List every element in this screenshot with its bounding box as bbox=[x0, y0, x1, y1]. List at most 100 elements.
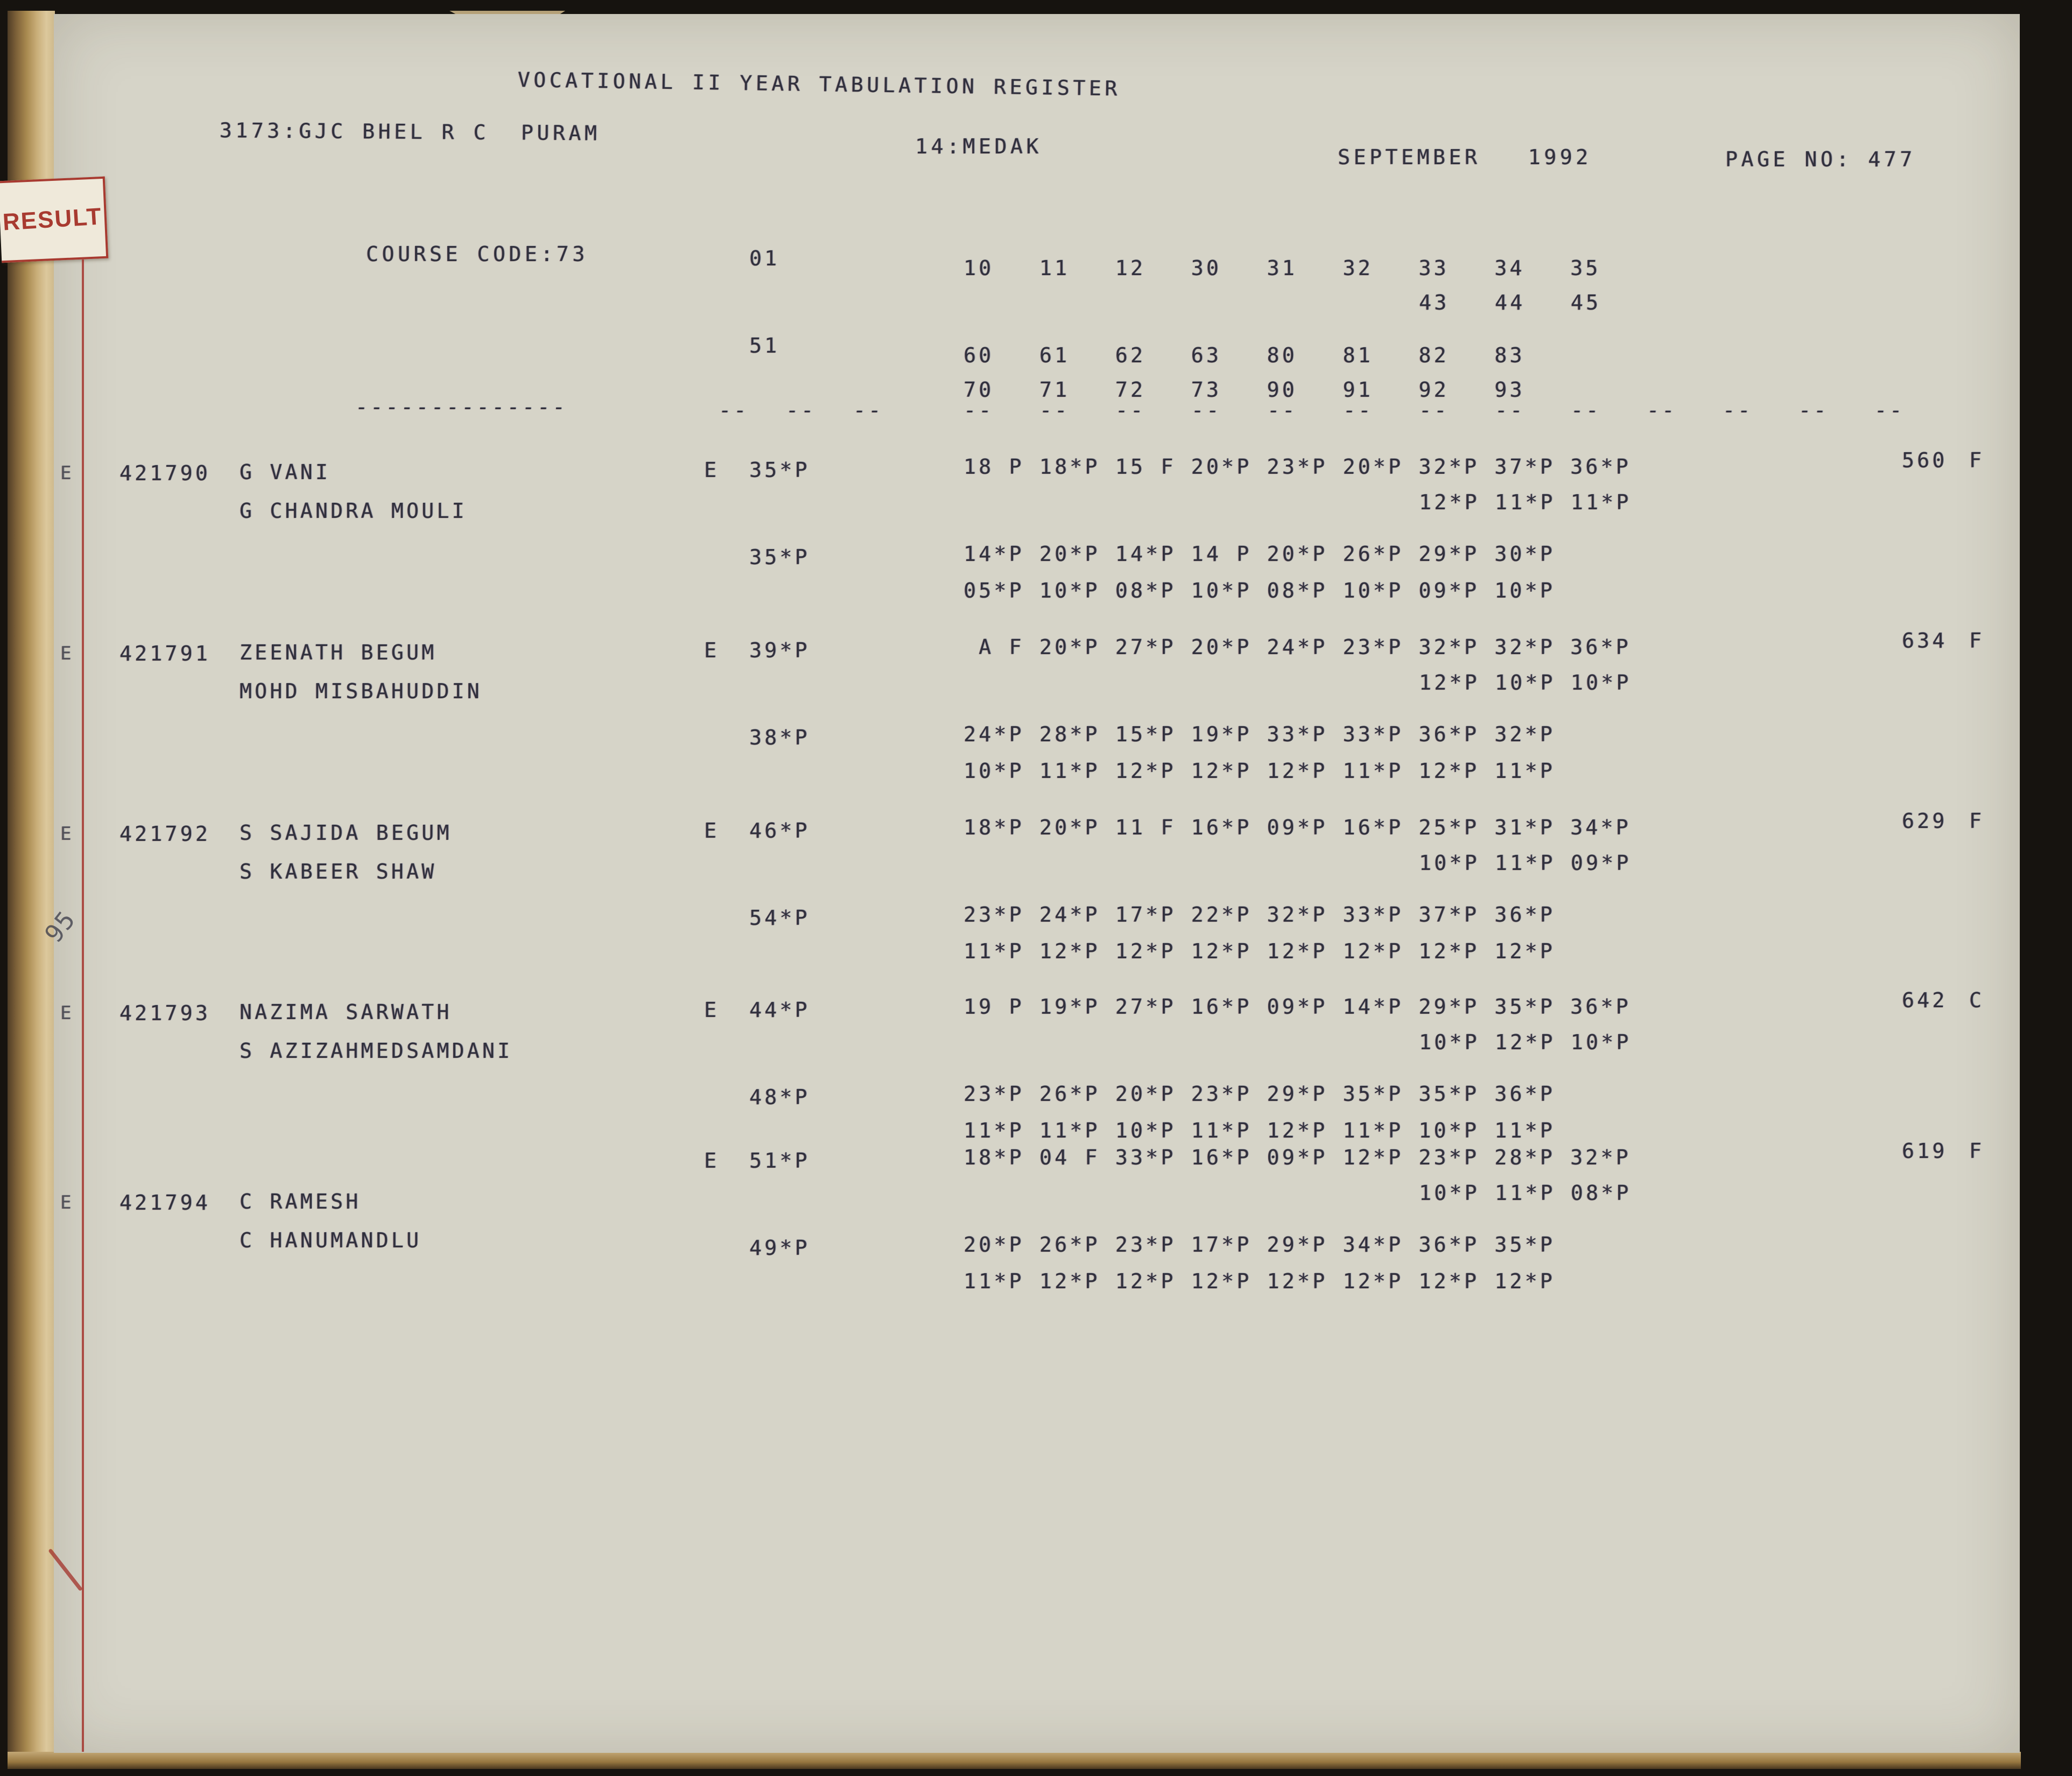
student-father-name: S AZIZAHMEDSAMDANI bbox=[240, 1039, 513, 1063]
exam-session: SEPTEMBER 1992 bbox=[1338, 145, 1592, 169]
student-grade-col: E bbox=[704, 638, 720, 662]
student-reg-no: 421793 bbox=[120, 1001, 211, 1025]
col-dash: -- bbox=[786, 398, 817, 422]
student-reg-flag: E bbox=[60, 1192, 74, 1213]
student-reg-no: 421791 bbox=[120, 642, 211, 665]
book-page-stack-bottom bbox=[8, 1752, 2021, 1769]
theory-marks-line1: 19 P 19*P 27*P 16*P 09*P 14*P 29*P 35*P … bbox=[964, 995, 1631, 1019]
result-tab: RESULT bbox=[0, 176, 109, 263]
marks-col-header-row1: 01 bbox=[749, 247, 780, 270]
practical-internal-marks: 54*P bbox=[749, 906, 810, 930]
student-name: C RAMESH bbox=[240, 1190, 361, 1213]
course-code-label: COURSE CODE:73 bbox=[366, 242, 588, 266]
practical-marks-line2: 11*P 12*P 12*P 12*P 12*P 12*P 12*P 12*P bbox=[964, 1269, 1555, 1293]
student-name: ZEENATH BEGUM bbox=[240, 641, 437, 664]
practical-internal-marks: 35*P bbox=[749, 545, 810, 569]
red-pen-scratch bbox=[48, 1548, 83, 1591]
student-reg-no: 421790 bbox=[120, 461, 211, 485]
col-dash: -- bbox=[1571, 398, 1602, 422]
student-result: F bbox=[1969, 809, 1985, 833]
col-dash: -- bbox=[1495, 398, 1526, 422]
student-reg-flag: E bbox=[60, 1002, 74, 1024]
student-reg-flag: E bbox=[60, 462, 74, 484]
register-page bbox=[54, 14, 2020, 1753]
practical-marks-line1: 20*P 26*P 23*P 17*P 29*P 34*P 36*P 35*P bbox=[964, 1233, 1555, 1256]
col-dash: -- bbox=[719, 398, 749, 422]
student-result: F bbox=[1969, 448, 1985, 472]
col-dash: -- bbox=[1647, 398, 1677, 422]
course-underline: -------------- bbox=[355, 395, 568, 419]
marks-col-header-row2: 51 bbox=[749, 334, 780, 357]
student-result: F bbox=[1969, 1139, 1985, 1163]
student-father-name: MOHD MISBAHUDDIN bbox=[240, 679, 482, 703]
student-reg-no: 421792 bbox=[120, 822, 211, 846]
theory-marks-line2: 10*P 11*P 08*P bbox=[1419, 1181, 1632, 1205]
page-title: VOCATIONAL II YEAR TABULATION REGISTER bbox=[517, 68, 1121, 101]
student-grade-col: E bbox=[704, 1149, 720, 1173]
col-dash: -- bbox=[1115, 398, 1146, 422]
theory-marks-line2: 10*P 11*P 09*P bbox=[1419, 851, 1632, 875]
col-dash: -- bbox=[1343, 398, 1374, 422]
student-total: 619 bbox=[1902, 1139, 1948, 1163]
practical-marks-line2: 05*P 10*P 08*P 10*P 08*P 10*P 09*P 10*P bbox=[964, 579, 1555, 602]
theory-marks-line1: A F 20*P 27*P 20*P 24*P 23*P 32*P 32*P 3… bbox=[964, 635, 1631, 659]
student-grade-col: E bbox=[704, 819, 720, 843]
student-total: 642 bbox=[1902, 988, 1948, 1012]
practical-marks-line2: 11*P 11*P 10*P 11*P 12*P 11*P 10*P 11*P bbox=[964, 1119, 1555, 1142]
subject-codes-row1b: 43 44 45 bbox=[1419, 291, 1602, 314]
theory-internal-marks: 51*P bbox=[749, 1149, 810, 1173]
student-result: C bbox=[1969, 988, 1985, 1012]
page-number: PAGE NO: 477 bbox=[1725, 148, 1916, 171]
theory-marks-line2: 12*P 11*P 11*P bbox=[1419, 490, 1632, 514]
student-name: G VANI bbox=[240, 460, 331, 484]
practical-internal-marks: 38*P bbox=[749, 726, 810, 749]
col-dash: -- bbox=[1191, 398, 1222, 422]
col-dash: -- bbox=[1799, 398, 1829, 422]
col-dash: -- bbox=[1039, 398, 1070, 422]
practical-marks-line2: 10*P 11*P 12*P 12*P 12*P 11*P 12*P 11*P bbox=[964, 759, 1555, 783]
student-total: 560 bbox=[1902, 448, 1948, 472]
col-dash: -- bbox=[1419, 398, 1450, 422]
student-reg-flag: E bbox=[60, 643, 74, 664]
book-page-stack-left bbox=[8, 11, 55, 1761]
practical-marks-line1: 23*P 26*P 20*P 23*P 29*P 35*P 35*P 36*P bbox=[964, 1082, 1555, 1106]
theory-internal-marks: 39*P bbox=[749, 638, 810, 662]
subject-codes-row1: 10 11 12 30 31 32 33 34 35 bbox=[964, 256, 1601, 280]
student-grade-col: E bbox=[704, 458, 720, 482]
margin-line bbox=[82, 259, 84, 1752]
student-father-name: S KABEER SHAW bbox=[240, 860, 437, 883]
pencil-annotation: 95 bbox=[39, 904, 82, 949]
district-code-name: 14:MEDAK bbox=[915, 135, 1042, 158]
theory-marks-line2: 10*P 12*P 10*P bbox=[1419, 1030, 1632, 1054]
student-name: S SAJIDA BEGUM bbox=[240, 821, 452, 845]
student-total: 634 bbox=[1902, 629, 1948, 652]
theory-internal-marks: 46*P bbox=[749, 819, 810, 843]
practical-marks-line1: 14*P 20*P 14*P 14 P 20*P 26*P 29*P 30*P bbox=[964, 542, 1555, 566]
col-dash: -- bbox=[964, 398, 994, 422]
theory-marks-line1: 18*P 20*P 11 F 16*P 09*P 16*P 25*P 31*P … bbox=[964, 816, 1631, 839]
col-dash: -- bbox=[853, 398, 884, 422]
subject-codes-row2b: 70 71 72 73 90 91 92 93 bbox=[964, 378, 1525, 402]
result-tab-label: RESULT bbox=[2, 203, 103, 236]
student-total: 629 bbox=[1902, 809, 1948, 833]
col-dash: -- bbox=[1723, 398, 1753, 422]
theory-internal-marks: 44*P bbox=[749, 998, 810, 1022]
student-result: F bbox=[1969, 629, 1985, 652]
theory-marks-line1: 18 P 18*P 15 F 20*P 23*P 20*P 32*P 37*P … bbox=[964, 455, 1631, 479]
col-dash: -- bbox=[1874, 398, 1905, 422]
student-reg-no: 421794 bbox=[120, 1191, 211, 1215]
practical-internal-marks: 48*P bbox=[749, 1085, 810, 1109]
practical-internal-marks: 49*P bbox=[749, 1236, 810, 1260]
theory-marks-line2: 12*P 10*P 10*P bbox=[1419, 671, 1632, 694]
student-name: NAZIMA SARWATH bbox=[240, 1000, 452, 1024]
col-dash: -- bbox=[1267, 398, 1298, 422]
practical-marks-line1: 23*P 24*P 17*P 22*P 32*P 33*P 37*P 36*P bbox=[964, 903, 1555, 926]
practical-marks-line2: 11*P 12*P 12*P 12*P 12*P 12*P 12*P 12*P bbox=[964, 939, 1555, 963]
theory-internal-marks: 35*P bbox=[749, 458, 810, 482]
practical-marks-line1: 24*P 28*P 15*P 19*P 33*P 33*P 36*P 32*P bbox=[964, 722, 1555, 746]
student-father-name: C HANUMANDLU bbox=[240, 1229, 422, 1252]
student-reg-flag: E bbox=[60, 823, 74, 845]
student-father-name: G CHANDRA MOULI bbox=[240, 499, 467, 523]
